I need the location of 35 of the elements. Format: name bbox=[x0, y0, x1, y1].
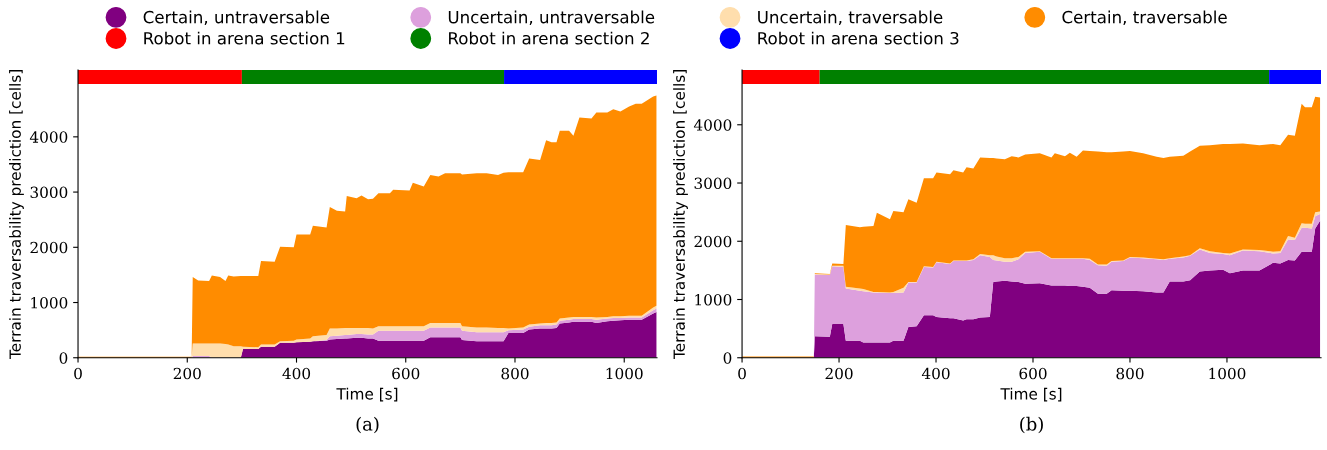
y-tick-label: 1000 bbox=[31, 296, 68, 309]
legend-label: Certain, traversable bbox=[1062, 10, 1227, 26]
y-tick-label: 3000 bbox=[694, 177, 732, 190]
legend-label: Uncertain, untraversable bbox=[448, 10, 655, 26]
y-tick-label: 1000 bbox=[695, 293, 732, 306]
legend-label: Certain, untraversable bbox=[143, 10, 330, 26]
x-tick-label: 200 bbox=[173, 367, 201, 380]
x-tick-label: 1000 bbox=[606, 367, 643, 380]
y-tick-label: 2000 bbox=[694, 235, 732, 248]
y-tick-label: 4000 bbox=[693, 119, 732, 131]
x-tick-label: 800 bbox=[1116, 367, 1144, 380]
y-tick-label: 0 bbox=[723, 352, 732, 364]
legend-label: Robot in arena section 3 bbox=[758, 31, 959, 45]
y-tick-label: 2000 bbox=[30, 241, 68, 254]
y-axis-title: Terrain traversability prediction [cells] bbox=[9, 70, 24, 360]
legend-label: Uncertain, traversable bbox=[758, 10, 943, 26]
x-tick-label: 200 bbox=[825, 367, 853, 380]
y-axis-title: Terrain traversability prediction [cells] bbox=[673, 70, 688, 360]
x-tick-label: 1000 bbox=[1209, 367, 1246, 380]
x-tick-label: 400 bbox=[282, 367, 311, 380]
legend-label: Robot in arena section 1 bbox=[144, 31, 345, 45]
x-tick-label: 0 bbox=[74, 367, 82, 380]
legend-label: Robot in arena section 2 bbox=[449, 31, 649, 45]
y-tick-label: 3000 bbox=[30, 186, 68, 199]
x-tick-label: 0 bbox=[738, 367, 746, 380]
y-tick-label: 4000 bbox=[29, 131, 68, 143]
text: (a) bbox=[356, 416, 379, 434]
x-tick-label: 800 bbox=[501, 367, 529, 380]
x-tick-label: 600 bbox=[1019, 367, 1047, 380]
text: (b) bbox=[1020, 416, 1043, 434]
x-tick-label: 400 bbox=[921, 367, 950, 380]
y-tick-label: 0 bbox=[59, 352, 68, 364]
x-axis-title: Time [s] bbox=[336, 387, 398, 402]
x-tick-label: 600 bbox=[392, 367, 420, 380]
x-axis-title: Time [s] bbox=[1000, 387, 1062, 402]
